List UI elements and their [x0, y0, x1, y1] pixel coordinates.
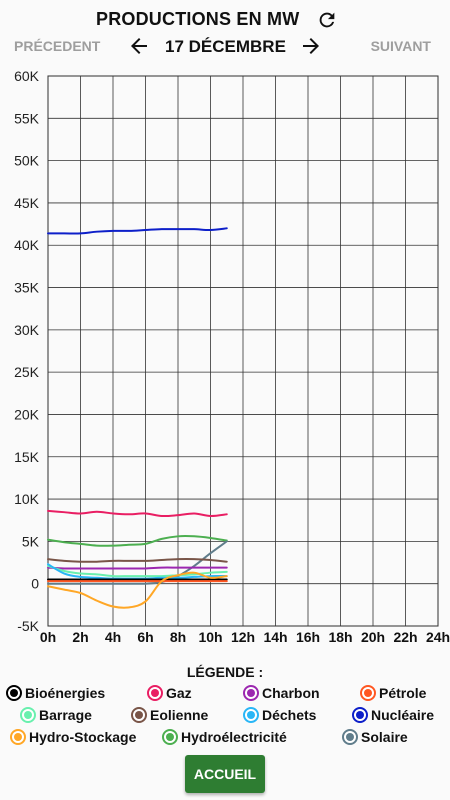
legend-label: Charbon [262, 685, 320, 701]
legend-label: Eolienne [150, 707, 209, 723]
y-tick-label: 60K [14, 68, 40, 84]
legend-item: Charbon [243, 684, 320, 702]
y-tick-label: 5K [22, 533, 40, 549]
legend-color-dot [147, 685, 163, 701]
legend-item: Hydroélectricité [162, 728, 287, 746]
y-tick-label: 10K [14, 491, 40, 507]
legend-color-dot [352, 707, 368, 723]
refresh-icon[interactable] [316, 9, 338, 31]
y-tick-label: 30K [14, 322, 40, 338]
legend-item: Bioénergies [6, 684, 105, 702]
series-line-nucleaire [47, 227, 228, 235]
legend-color-dot [10, 729, 26, 745]
y-tick-label: 25K [14, 364, 40, 380]
y-tick-label: 0 [31, 576, 39, 592]
header: PRODUCTIONS EN MW [0, 0, 450, 40]
y-tick-label: 55K [14, 110, 40, 126]
legend-color-dot [20, 707, 36, 723]
y-tick-label: 50K [14, 153, 40, 169]
legend-item: Eolienne [131, 706, 208, 724]
x-tick-label: 18h [328, 629, 352, 645]
legend-label: Solaire [361, 729, 408, 745]
x-tick-label: 20h [361, 629, 385, 645]
legend-label: Gaz [166, 685, 192, 701]
series-line-charbon [47, 566, 228, 570]
x-tick-label: 24h [426, 629, 450, 645]
legend-item: Hydro-Stockage [10, 728, 136, 746]
legend-item: Gaz [147, 684, 192, 702]
y-tick-label: 45K [14, 195, 40, 211]
x-tick-label: 22h [393, 629, 417, 645]
date-navigation: PRÉCEDENT 17 DÉCEMBRE SUIVANT [0, 32, 450, 60]
legend-color-dot [342, 729, 358, 745]
legend-item: Pétrole [360, 684, 426, 702]
arrow-right-icon[interactable] [299, 34, 323, 58]
legend-color-dot [6, 685, 22, 701]
legend-color-dot [243, 707, 259, 723]
x-tick-label: 12h [231, 629, 255, 645]
current-date: 17 DÉCEMBRE [165, 37, 286, 56]
x-tick-label: 10h [198, 629, 222, 645]
legend-label: Déchets [262, 707, 317, 723]
legend-label: Hydroélectricité [181, 729, 287, 745]
x-tick-label: 0h [40, 629, 56, 645]
next-button[interactable]: SUIVANT [370, 38, 431, 54]
legend-item: Nucléaire [352, 706, 434, 724]
series-line-eolienne [47, 558, 228, 563]
legend-label: Pétrole [379, 685, 427, 701]
series-line-hydroelectricite [47, 535, 228, 547]
legend-item: Solaire [342, 728, 408, 746]
legend-title: LÉGENDE : [186, 664, 264, 680]
x-tick-label: 4h [105, 629, 121, 645]
legend-color-dot [243, 685, 259, 701]
x-tick-label: 14h [263, 629, 287, 645]
previous-button[interactable]: PRÉCEDENT [14, 38, 101, 54]
series-line-barrage [47, 564, 228, 578]
legend-item: Déchets [243, 706, 316, 724]
arrow-left-icon[interactable] [127, 34, 151, 58]
x-tick-label: 16h [296, 629, 320, 645]
y-tick-label: 40K [14, 237, 40, 253]
page-title: PRODUCTIONS EN MW [96, 9, 300, 29]
x-tick-label: 2h [72, 629, 88, 645]
legend-item: Barrage [20, 706, 92, 724]
legend-label: Hydro-Stockage [29, 729, 137, 745]
y-tick-label: -5K [17, 618, 39, 634]
home-button[interactable]: ACCUEIL [185, 755, 265, 793]
y-tick-label: 20K [14, 406, 40, 422]
series-line-solaire [47, 540, 228, 585]
y-tick-label: 35K [14, 280, 40, 296]
legend-color-dot [360, 685, 376, 701]
legend-label: Nucléaire [371, 707, 435, 723]
legend-label: Bioénergies [25, 685, 106, 701]
x-tick-label: 6h [137, 629, 153, 645]
legend-label: Barrage [39, 707, 92, 723]
series-line-hydro-stockage [47, 571, 228, 609]
legend-color-dot [162, 729, 178, 745]
series-line-gaz [47, 509, 228, 518]
x-tick-label: 8h [170, 629, 186, 645]
y-tick-label: 15K [14, 449, 40, 465]
legend-color-dot [131, 707, 147, 723]
production-chart: 0h 2h 4h 6h 8h 10h 12h 14h 16h 18h 20h 22h 24h -5K 0 5K… [14, 68, 450, 645]
